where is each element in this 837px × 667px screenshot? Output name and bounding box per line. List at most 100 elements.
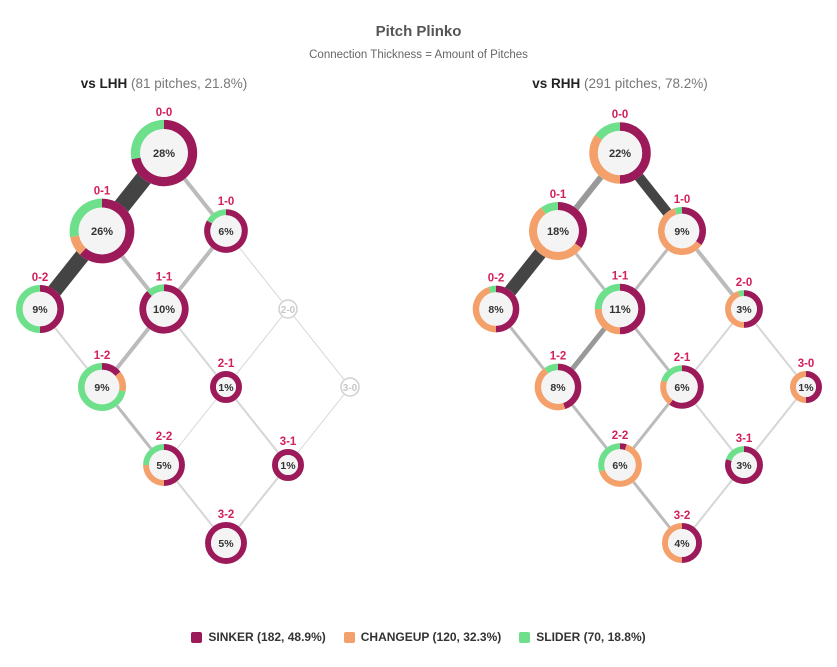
count-node-3-0[interactable]: 3-0 1% (790, 358, 822, 403)
chart-subtitle: Connection Thickness = Amount of Pitches (309, 49, 528, 61)
count-label: 0-0 (156, 107, 173, 119)
count-node-0-0[interactable]: 0-0 28% (130, 107, 198, 187)
donut-slice-slider (78, 363, 126, 411)
count-percent: 9% (32, 304, 48, 316)
node-center (597, 130, 643, 176)
donut-slice-changeup (589, 134, 621, 184)
count-node-0-2[interactable]: 0-2 9% (16, 272, 64, 333)
count-node-2-1[interactable]: 2-1 1% (210, 358, 242, 403)
donut-slice-sinker (805, 371, 822, 403)
count-node-2-0[interactable]: 2-0 3% (725, 277, 763, 328)
legend-item-slider[interactable]: SLIDER (70, 18.8%) (519, 630, 646, 644)
count-label: 3-0 (798, 358, 815, 370)
donut-slice-slider (674, 207, 683, 215)
node-center (140, 129, 188, 177)
donut-slice-slider (661, 365, 683, 383)
count-node-2-2[interactable]: 2-2 5% (143, 431, 185, 486)
donut-slice-changeup (472, 286, 497, 333)
donut-slice-sinker (79, 198, 135, 264)
donut-slice-sinker (557, 363, 582, 410)
legend-item-sinker[interactable]: SINKER (182, 48.9%) (191, 630, 326, 644)
node-center (731, 296, 757, 322)
node-center (479, 292, 513, 326)
donut-slice-slider (16, 285, 41, 333)
donut-slice-slider (595, 122, 621, 141)
count-label: 0-2 (488, 273, 505, 285)
count-node-0-1[interactable]: 0-1 18% (529, 189, 587, 260)
count-node-2-1[interactable]: 2-1 6% (660, 352, 704, 409)
count-percent: 6% (674, 382, 690, 394)
donut-slice-sinker (272, 449, 304, 481)
donut-slice-sinker (39, 285, 64, 333)
count-label: 0-0 (612, 109, 629, 121)
count-node-1-0[interactable]: 1-0 9% (658, 194, 706, 255)
count-label: 2-2 (156, 431, 173, 443)
count-node-2-2[interactable]: 2-2 6% (598, 430, 642, 487)
empty-ring (278, 299, 298, 319)
donut-slice-sinker (210, 371, 242, 403)
donut-slice-changeup (790, 371, 807, 403)
count-label: 1-1 (156, 271, 173, 283)
count-node-1-1[interactable]: 1-1 10% (139, 271, 189, 334)
donut-slice-slider (725, 446, 745, 462)
donut-slice-slider (147, 284, 165, 297)
legend-label-slider: SLIDER (70, 18.8%) (536, 630, 646, 644)
donut-slice-sinker (743, 290, 763, 328)
count-node-1-1[interactable]: 1-1 11% (594, 271, 646, 335)
count-percent: 22% (609, 148, 631, 160)
count-node-3-2[interactable]: 3-2 4% (662, 510, 702, 563)
count-percent: 1% (280, 460, 296, 472)
count-label: 3-2 (674, 510, 691, 522)
donut-slice-sinker (681, 207, 706, 246)
count-node-3-1[interactable]: 3-1 1% (272, 436, 304, 481)
connection-2-0-to-2-1 (225, 308, 289, 388)
count-node-1-2[interactable]: 1-2 9% (78, 350, 126, 411)
count-node-2-0[interactable]: 2-0 (278, 299, 298, 319)
node-center (541, 370, 575, 404)
count-label: 2-1 (674, 352, 691, 364)
count-label: 3-1 (280, 436, 297, 448)
donut-slice-changeup (529, 207, 582, 260)
count-node-3-0[interactable]: 3-0 (340, 377, 360, 397)
node-center (666, 371, 698, 403)
panel-meta: (81 pitches, 21.8%) (131, 76, 247, 91)
count-percent: 4% (674, 538, 690, 550)
donut-slice-slider (130, 119, 165, 160)
count-percent: 28% (153, 148, 175, 160)
slider-swatch (519, 631, 531, 643)
count-node-3-2[interactable]: 3-2 5% (205, 509, 247, 564)
count-label: 2-0 (736, 277, 753, 289)
count-label: 3-2 (218, 509, 235, 521)
legend-item-changeup[interactable]: CHANGEUP (120, 32.3%) (343, 630, 501, 644)
legend-label-sinker: SINKER (182, 48.9%) (208, 630, 326, 644)
count-label: 0-1 (94, 186, 111, 198)
donut-slice-changeup (662, 523, 683, 563)
count-percent: 1% (798, 382, 814, 394)
connection-2-0-to-3-0 (287, 308, 351, 388)
count-nodes: 0-0 28% 0-1 26% 1-0 6% 0-2 9% 1-1 10% 2-0 1-2 9% 2-1 1… (16, 107, 360, 564)
count-node-0-1[interactable]: 0-1 26% (69, 186, 135, 264)
count-percent: 6% (612, 460, 628, 472)
count-node-3-1[interactable]: 3-1 3% (725, 433, 763, 484)
count-node-0-0[interactable]: 0-0 22% (589, 109, 651, 184)
count-node-1-2[interactable]: 1-2 8% (534, 351, 582, 411)
node-center (664, 213, 700, 249)
count-label: 2-2 (612, 430, 629, 442)
donut-slice-sinker (681, 523, 702, 563)
donut-slice-slider (488, 285, 497, 294)
count-node-1-0[interactable]: 1-0 6% (204, 196, 248, 253)
panel-header: vs RHH (291 pitches, 78.2%) (532, 76, 708, 91)
count-nodes: 0-0 22% 0-1 18% 1-0 9% 0-2 8% 1-1 11% 2-0 3% 1-2 8% 2-… (472, 109, 822, 563)
donut-slice-slider (540, 202, 559, 215)
count-label: 0-1 (550, 189, 567, 201)
donut-slice-changeup (70, 235, 87, 255)
donut-slice-sinker (669, 365, 704, 409)
node-center (149, 450, 179, 480)
count-percent: 1% (218, 382, 234, 394)
node-center (22, 291, 58, 327)
node-center (146, 291, 182, 327)
node-center (216, 377, 236, 397)
count-node-0-2[interactable]: 0-2 8% (472, 273, 520, 333)
donut-slice-sinker (205, 522, 247, 564)
donut-slice-changeup (599, 444, 642, 487)
